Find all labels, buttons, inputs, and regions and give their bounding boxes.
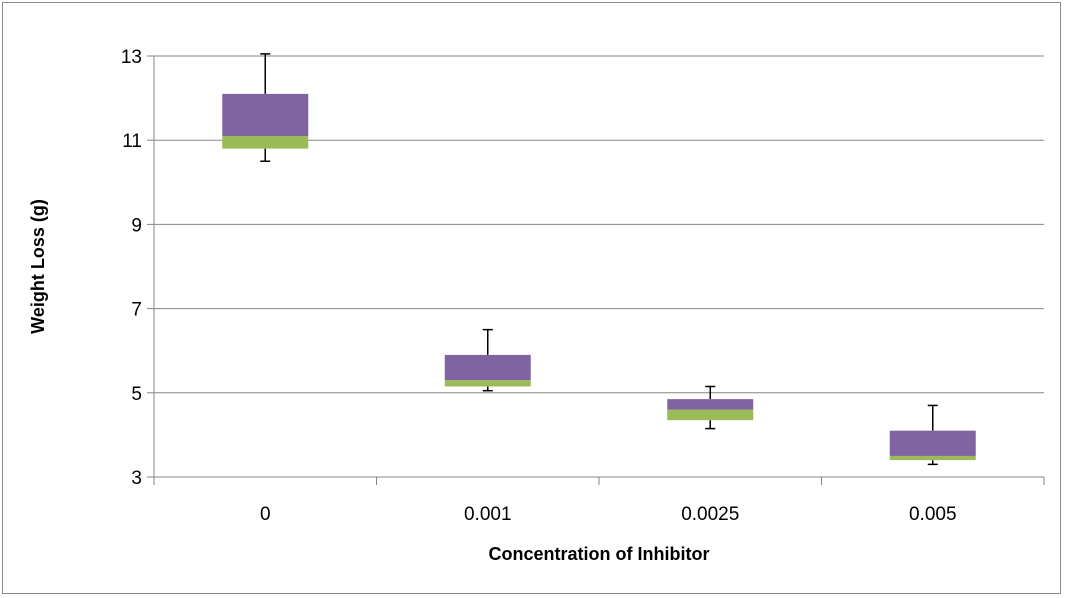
boxes (222, 53, 976, 466)
x-axis-title: Concentration of Inhibitor (489, 544, 710, 564)
lower-box (444, 380, 531, 387)
y-tick-label: 9 (131, 215, 142, 236)
y-tick-label: 7 (131, 300, 142, 321)
x-tick-label: 0.001 (464, 504, 512, 525)
upper-box (444, 354, 531, 381)
upper-box (222, 93, 309, 136)
y-tick-label: 13 (121, 47, 142, 68)
y-tick-label: 5 (131, 384, 142, 405)
box-0.0025 (667, 385, 754, 430)
box-0.005 (889, 404, 976, 466)
x-tick-label: 0.005 (909, 504, 957, 525)
y-tick-label: 3 (131, 468, 142, 489)
gridlines (147, 55, 1045, 485)
upper-box (667, 399, 754, 410)
lower-box (889, 455, 976, 461)
axes (153, 56, 1044, 478)
lower-box (222, 135, 309, 149)
lower-box (667, 409, 754, 421)
x-tick-label: 0 (260, 504, 271, 525)
box-0.001 (444, 328, 531, 392)
x-tick-label: 0.0025 (681, 504, 739, 525)
y-axis-title: Weight Loss (g) (28, 199, 48, 334)
y-tick-label: 11 (122, 131, 142, 152)
y-tick-labels: 3 5 7 9 11 13 (121, 47, 142, 489)
box-0 (222, 53, 309, 162)
x-tick-labels: 0 0.001 0.0025 0.005 (260, 504, 957, 525)
upper-box (889, 430, 976, 456)
